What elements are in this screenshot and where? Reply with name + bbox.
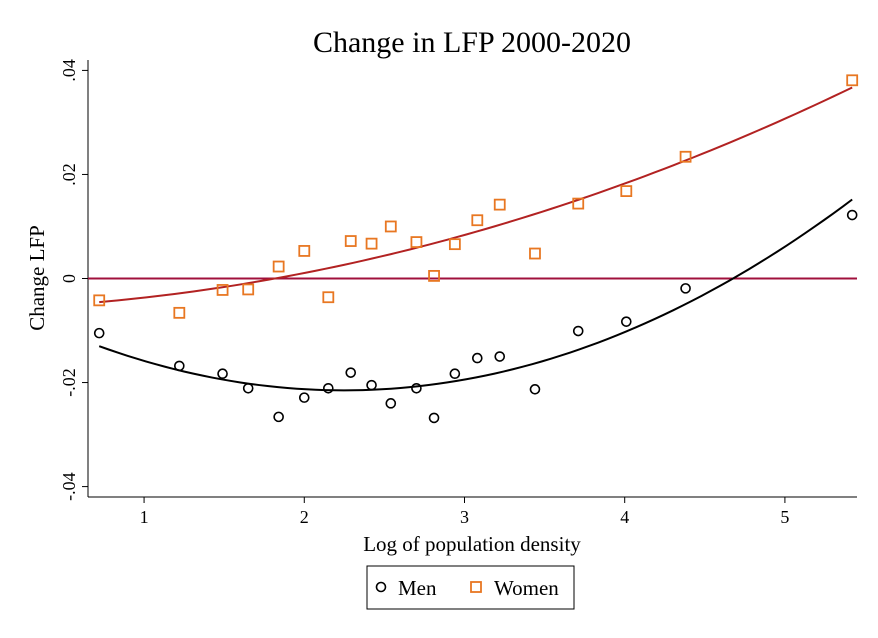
x-tick-label: 2 [300, 507, 309, 527]
data-point-women [384, 220, 397, 233]
data-point-men [385, 398, 397, 409]
data-point-men [93, 327, 105, 339]
fit-line-women [99, 86, 853, 304]
legend-marker-women [470, 581, 482, 593]
x-axis-label: Log of population density [363, 532, 581, 556]
chart-title: Change in LFP 2000-2020 [313, 26, 631, 59]
data-point-women [272, 260, 285, 273]
plot-area: -.04 -.02 0 .02 .04 1 2 3 4 5 [59, 59, 859, 527]
data-point-women [298, 245, 311, 257]
y-tick-label: -.04 [59, 472, 79, 501]
data-point-men [620, 316, 632, 327]
data-point-women [344, 235, 357, 247]
data-point-men [273, 411, 284, 423]
data-point-men [494, 351, 506, 362]
data-point-men [680, 283, 691, 294]
x-tick-label: 4 [620, 507, 629, 527]
data-point-men [472, 352, 483, 364]
data-point-women [173, 306, 186, 319]
data-point-women [572, 197, 585, 210]
data-point-men [411, 382, 422, 394]
data-point-women [365, 237, 378, 250]
data-point-men [366, 379, 377, 391]
y-tick-label: 0 [59, 274, 79, 283]
data-point-women [322, 291, 335, 304]
x-tick-label: 3 [460, 507, 469, 527]
data-point-men [428, 412, 440, 424]
legend-label-men: Men [398, 576, 437, 600]
y-tick-label: .02 [59, 163, 79, 186]
legend-marker-men [375, 581, 387, 593]
data-point-women [620, 185, 633, 198]
data-point-women [448, 238, 461, 251]
x-tick-label: 1 [140, 507, 149, 527]
data-point-men [242, 382, 254, 394]
data-point-women [410, 236, 423, 248]
data-point-men [298, 392, 310, 403]
y-tick-label: .04 [59, 59, 79, 82]
data-point-men [323, 382, 334, 394]
y-axis-label: Change LFP [25, 225, 49, 331]
data-point-women [493, 198, 506, 211]
data-point-men [217, 368, 228, 380]
data-point-men [529, 384, 541, 395]
data-point-women [471, 214, 484, 227]
data-point-men [572, 325, 584, 337]
data-point-women [428, 269, 440, 282]
data-point-women [216, 284, 229, 296]
legend: Men Women [366, 565, 575, 610]
data-point-women [679, 150, 692, 163]
data-point-men [846, 209, 858, 221]
data-point-women [529, 247, 541, 260]
data-point-women [846, 74, 859, 87]
data-point-men [174, 360, 185, 372]
data-point-women [93, 294, 106, 307]
data-point-men [345, 367, 357, 378]
data-point-women [242, 283, 255, 296]
data-point-men [449, 368, 461, 380]
y-tick-label: -.02 [59, 368, 79, 397]
legend-label-women: Women [494, 576, 559, 600]
x-tick-label: 5 [780, 507, 789, 527]
fit-line-men [98, 198, 853, 392]
